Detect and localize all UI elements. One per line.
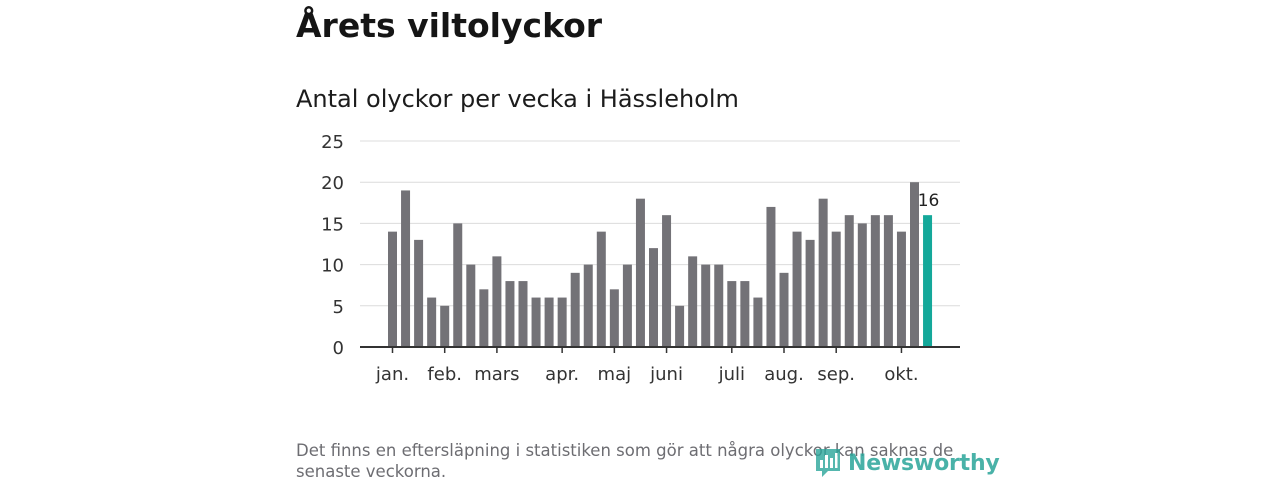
bar [388,232,397,347]
y-tick-label: 0 [333,338,344,359]
bar [440,306,449,347]
bar [584,265,593,347]
bar [571,273,580,347]
bar [427,298,436,347]
bar [466,265,475,347]
bar [558,298,567,347]
bar [675,306,684,347]
y-tick-label: 20 [321,173,344,194]
bar [780,273,789,347]
bar [505,281,514,347]
y-tick-label: 15 [321,214,344,235]
bar [519,281,528,347]
brand-name: Newsworthy [848,451,1000,476]
bar [597,232,606,347]
x-tick-label: okt. [884,364,918,385]
bar [532,298,541,347]
chart-title: Antal olyckor per vecka i Hässleholm [296,83,739,115]
bar [884,215,893,347]
y-tick-label: 25 [321,132,344,153]
bar [832,232,841,347]
bar [701,265,710,347]
bar [727,281,736,347]
bar [871,215,880,347]
x-tick-label: apr. [545,364,579,385]
bar [401,190,410,347]
page-title: Årets viltolyckor [296,4,602,48]
x-tick-label: maj [598,364,632,385]
bar [714,265,723,347]
x-tick-label: feb. [427,364,462,385]
y-tick-label: 10 [321,256,344,277]
bar [793,232,802,347]
x-tick-label: juni [649,364,683,385]
bar [414,240,423,347]
x-tick-label: mars [474,364,519,385]
bar [453,223,462,347]
bar [610,289,619,347]
x-tick-label: aug. [764,364,804,385]
bar [740,281,749,347]
page: Årets viltolyckor Antal olyckor per veck… [0,0,1280,480]
bar [845,215,854,347]
y-tick-label: 5 [333,297,344,318]
bar [649,248,658,347]
bar [806,240,815,347]
bar [492,256,501,347]
bar [819,199,828,347]
bar [479,289,488,347]
bar [858,223,867,347]
bar [766,207,775,347]
x-tick-label: jan. [375,364,409,385]
bar [753,298,762,347]
bar-highlight [923,215,932,347]
bar [636,199,645,347]
bar [623,265,632,347]
bar [545,298,554,347]
bar-chart: 0 5 10 15 20 25 16 jan. feb. mars apr. majjuni julia… [296,124,976,394]
bar [688,256,697,347]
x-tick-label: juli [718,364,745,385]
x-tick-label: sep. [817,364,855,385]
brand-logo: Newsworthy [814,446,1000,480]
newsworthy-logo-icon [814,447,842,479]
bar [662,215,671,347]
bar [897,232,906,347]
highlight-data-label: 16 [918,191,940,211]
